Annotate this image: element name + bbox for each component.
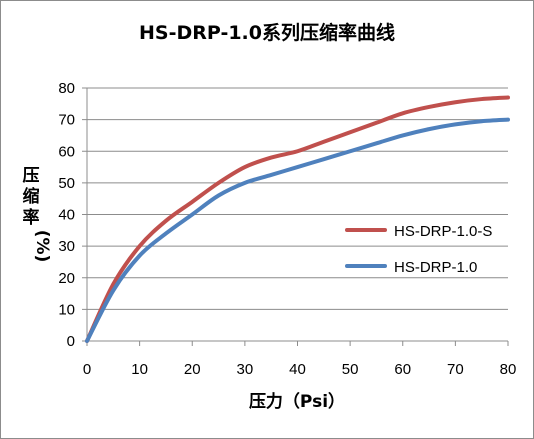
y-axis-label: 压缩率(%) (23, 166, 53, 262)
x-tick-label-0: 0 (83, 361, 91, 378)
x-tick-label-5: 50 (342, 361, 359, 378)
series-line-0 (85, 95, 510, 343)
x-tick-label-6: 60 (394, 361, 411, 378)
chart-title: HS-DRP-1.0系列压缩率曲线 (139, 21, 395, 44)
y-label-unit: (%) (32, 230, 52, 263)
x-tick-label-1: 10 (131, 361, 148, 378)
y-tick-label-3: 30 (58, 238, 75, 255)
y-label-char-0: 压 (23, 166, 40, 186)
grid-layer (87, 87, 508, 310)
legend: HS-DRP-1.0-S HS-DRP-1.0 (345, 223, 492, 276)
y-tick-label-7: 70 (58, 112, 75, 129)
y-label-char-1: 缩 (23, 186, 40, 207)
axis-layer: 0 10 20 30 40 50 60 70 80 0 10 20 30 40 50 60 70 80 (58, 80, 516, 378)
y-tick-label-5: 50 (58, 175, 75, 192)
y-tick-label-8: 80 (58, 80, 75, 97)
series-layer (85, 95, 510, 343)
y-tick-label-0: 0 (67, 333, 75, 350)
x-tick-label-4: 40 (289, 361, 306, 378)
x-tick-label-3: 30 (237, 361, 254, 378)
x-axis-label: 压力（Psi） (249, 391, 345, 412)
y-tick-label-2: 20 (58, 270, 75, 287)
y-tick-label-4: 40 (58, 207, 75, 224)
legend-label-0: HS-DRP-1.0-S (394, 223, 492, 240)
y-label-char-2: 率 (23, 207, 40, 228)
y-tick-label-6: 60 (58, 143, 75, 160)
x-tick-label-8: 80 (500, 361, 517, 378)
series-line-1 (85, 117, 510, 343)
x-tick-label-2: 20 (184, 361, 201, 378)
y-tick-label-1: 10 (58, 301, 75, 318)
legend-label-1: HS-DRP-1.0 (394, 259, 477, 276)
x-tick-label-7: 70 (447, 361, 464, 378)
